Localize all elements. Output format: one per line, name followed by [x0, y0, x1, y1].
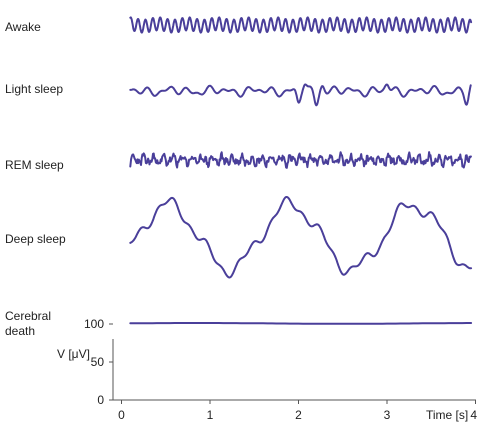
x-axis-label: Time [s] [426, 408, 468, 422]
label-light-sleep: Light sleep [5, 82, 63, 96]
label-rem-sleep: REM sleep [5, 158, 64, 172]
y-axis: 0 50 100 V [μV] [57, 317, 114, 407]
trace-deep-sleep [129, 196, 473, 279]
x-tick-label: 0 [118, 408, 125, 422]
y-tick-label: 100 [84, 317, 104, 331]
y-axis-label: V [μV] [57, 347, 90, 361]
y-tick-label: 50 [91, 355, 105, 369]
x-axis: 0 1 2 3 4 Time [s] [113, 399, 477, 422]
label-cerebral-death-line2: death [5, 324, 35, 338]
x-tick-label: 3 [384, 408, 391, 422]
x-tick-label: 1 [207, 408, 214, 422]
label-deep-sleep: Deep sleep [5, 232, 66, 246]
trace-rem-sleep [129, 151, 472, 169]
trace-awake [129, 16, 473, 34]
trace-light-sleep [129, 83, 472, 107]
y-tick-label: 0 [97, 393, 104, 407]
x-tick-label: 2 [295, 408, 302, 422]
trace-cerebral-death [129, 322, 473, 325]
label-cerebral-death-line1: Cerebral [5, 309, 51, 323]
x-tick-label: 4 [470, 408, 477, 422]
label-awake: Awake [5, 20, 41, 34]
